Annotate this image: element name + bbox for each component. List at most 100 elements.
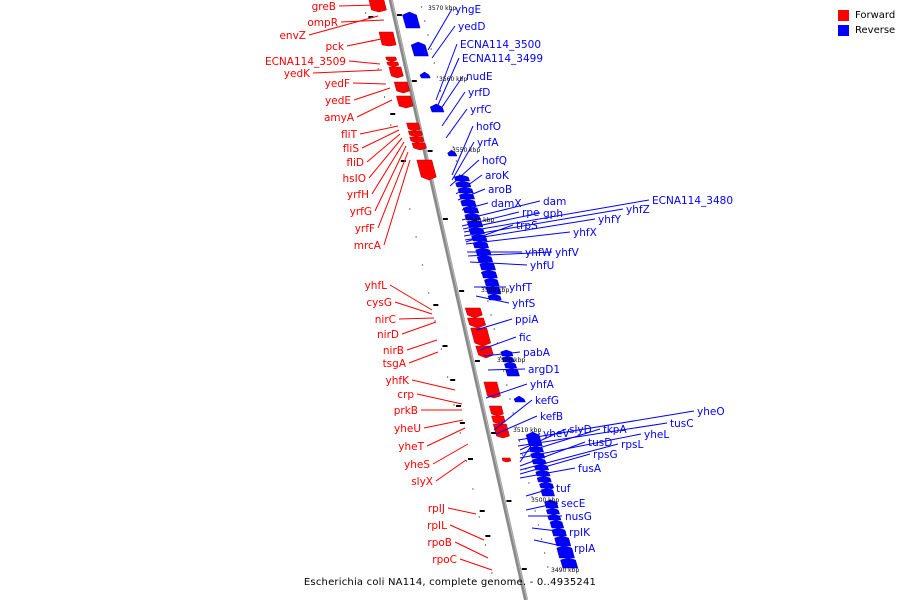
- track-dot: [377, 68, 379, 70]
- track-dash: [456, 405, 462, 407]
- reverse-gene-label: ppiA: [515, 314, 539, 326]
- leader-line: [517, 422, 668, 447]
- leader-line: [394, 301, 433, 315]
- forward-gene-label: yrfF: [355, 223, 375, 235]
- forward-gene-label: yedE: [325, 95, 351, 107]
- leader-line: [389, 284, 433, 311]
- reverse-gene-label: fic: [519, 332, 532, 344]
- leader-line: [533, 539, 572, 549]
- forward-gene-block: [385, 56, 398, 63]
- reverse-gene-block: [531, 457, 547, 465]
- legend-label-reverse: Reverse: [855, 25, 896, 36]
- reverse-gene-block: [539, 481, 555, 489]
- leader-line: [462, 212, 541, 230]
- leader-line: [449, 524, 485, 541]
- forward-gene-block: [416, 159, 437, 181]
- leader-line: [463, 208, 624, 237]
- leader-line: [346, 37, 387, 47]
- legend-label-forward: Forward: [855, 10, 896, 21]
- leader-line: [455, 174, 483, 195]
- track-dash: [467, 458, 473, 460]
- leader-line: [525, 502, 559, 511]
- leader-line: [451, 141, 475, 181]
- track-dot: [500, 356, 502, 358]
- leader-line: [479, 336, 517, 351]
- forward-gene-label: crp: [397, 389, 414, 401]
- track-dot: [506, 384, 508, 386]
- leader-line: [359, 125, 399, 135]
- leader-line: [467, 251, 553, 257]
- leader-line: [371, 141, 405, 195]
- reverse-gene-label: tusD: [588, 437, 612, 449]
- reverse-gene-block: [460, 198, 477, 207]
- reverse-gene-block: [487, 293, 502, 301]
- reverse-gene-block: [476, 254, 494, 263]
- forward-gene-block: [501, 457, 512, 463]
- reverse-gene-label: secE: [561, 498, 585, 510]
- track-dot: [478, 516, 480, 518]
- forward-gene-label: pck: [325, 41, 344, 53]
- reverse-gene-label: kefG: [535, 395, 559, 407]
- leader-line: [416, 393, 463, 405]
- forward-gene-label: rpoB: [427, 537, 452, 549]
- forward-gene-label: yheS: [404, 459, 430, 471]
- reverse-gene-label: yheO: [697, 406, 725, 418]
- leader-line: [475, 318, 513, 331]
- leader-line: [519, 467, 576, 479]
- leader-line: [377, 151, 409, 229]
- track-dot: [409, 208, 411, 210]
- forward-gene-block: [470, 327, 491, 347]
- leader-line: [469, 261, 528, 266]
- forward-gene-label: mrcA: [354, 240, 382, 252]
- reverse-gene-block: [556, 545, 575, 559]
- leader-line: [519, 433, 642, 459]
- scale-label: 3570 kbp: [428, 5, 456, 12]
- reverse-gene-label: dam: [543, 196, 566, 208]
- reverse-gene-label: yedD: [458, 21, 485, 33]
- track-dot: [531, 496, 533, 498]
- reverse-gene-label: kefB: [540, 411, 563, 423]
- forward-gene-label: yedF: [325, 78, 350, 90]
- forward-gene-block: [409, 136, 425, 144]
- reverse-gene-label: yrfD: [468, 87, 490, 99]
- scale-dash: [411, 80, 417, 82]
- forward-gene-label: nirD: [377, 329, 399, 341]
- leader-line: [451, 125, 474, 176]
- leader-line: [495, 415, 538, 435]
- forward-gene-label: yhfL: [365, 280, 388, 292]
- track-dot: [440, 90, 442, 92]
- reverse-gene-block: [455, 180, 472, 188]
- track-dot: [490, 314, 492, 316]
- leader-line: [406, 339, 438, 351]
- reverse-gene-block: [484, 277, 500, 287]
- track-dash: [485, 535, 491, 537]
- track-dot: [491, 572, 493, 574]
- track-dash: [400, 160, 406, 162]
- leader-line: [475, 295, 510, 304]
- scale-label: 3530 kbp: [481, 287, 509, 294]
- forward-gene-block: [492, 423, 510, 439]
- track-dash: [450, 379, 456, 381]
- reverse-gene-block: [419, 71, 431, 79]
- leader-line: [374, 145, 407, 212]
- forward-gene-label: yheU: [394, 423, 421, 435]
- scale-dash: [474, 360, 480, 362]
- scale-label: 3520 kbp: [497, 357, 525, 364]
- scale-label: 3550 kbp: [452, 147, 480, 154]
- track-dot: [472, 488, 474, 490]
- reverse-gene-label: rpIA: [574, 543, 596, 555]
- track-dash: [368, 16, 374, 18]
- reverse-gene-label: ECNA114_3499: [462, 53, 543, 65]
- track-dot: [365, 12, 367, 14]
- scale-dash: [427, 150, 433, 152]
- forward-gene-block: [488, 405, 504, 417]
- reverse-gene-block: [560, 557, 579, 569]
- leader-line: [427, 8, 453, 51]
- track-dot: [424, 20, 426, 22]
- track-dot: [485, 544, 487, 546]
- reverse-gene-label: fusA: [578, 463, 602, 475]
- track-dot: [433, 62, 435, 64]
- track-dash: [390, 113, 396, 115]
- forward-gene-block: [386, 61, 400, 68]
- track-dash: [459, 422, 465, 424]
